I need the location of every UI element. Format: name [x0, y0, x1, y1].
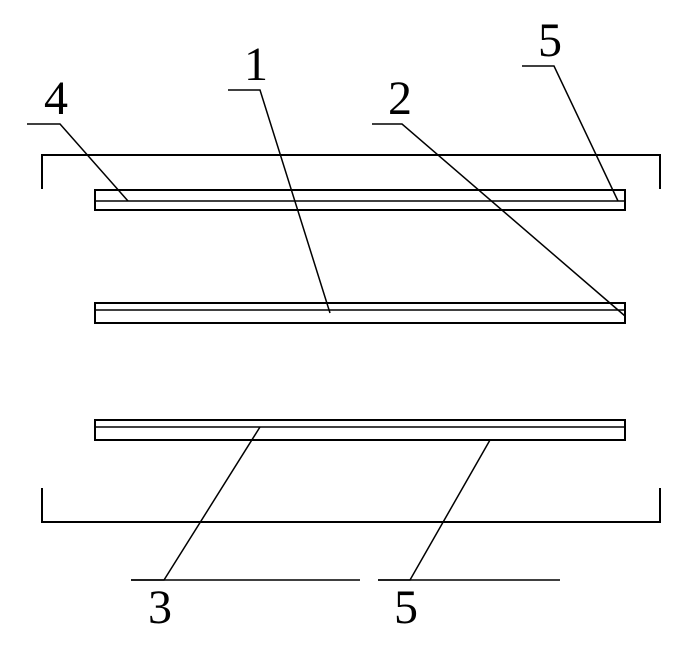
- leader-2: [372, 124, 625, 316]
- label-3: 3: [148, 581, 172, 634]
- label-4: 4: [44, 72, 68, 125]
- leader-5b: [378, 440, 490, 580]
- leader-5a: [522, 66, 618, 201]
- slab-2: [95, 303, 625, 323]
- slab-1: [95, 190, 625, 210]
- leader-3: [131, 427, 260, 580]
- bottom-cap-bracket: [42, 488, 660, 522]
- label-1: 1: [244, 38, 268, 91]
- top-cap-bracket: [42, 155, 660, 189]
- label-5b: 5: [394, 581, 418, 634]
- label-2: 2: [388, 72, 412, 125]
- label-5a: 5: [538, 14, 562, 67]
- slab-3: [95, 420, 625, 440]
